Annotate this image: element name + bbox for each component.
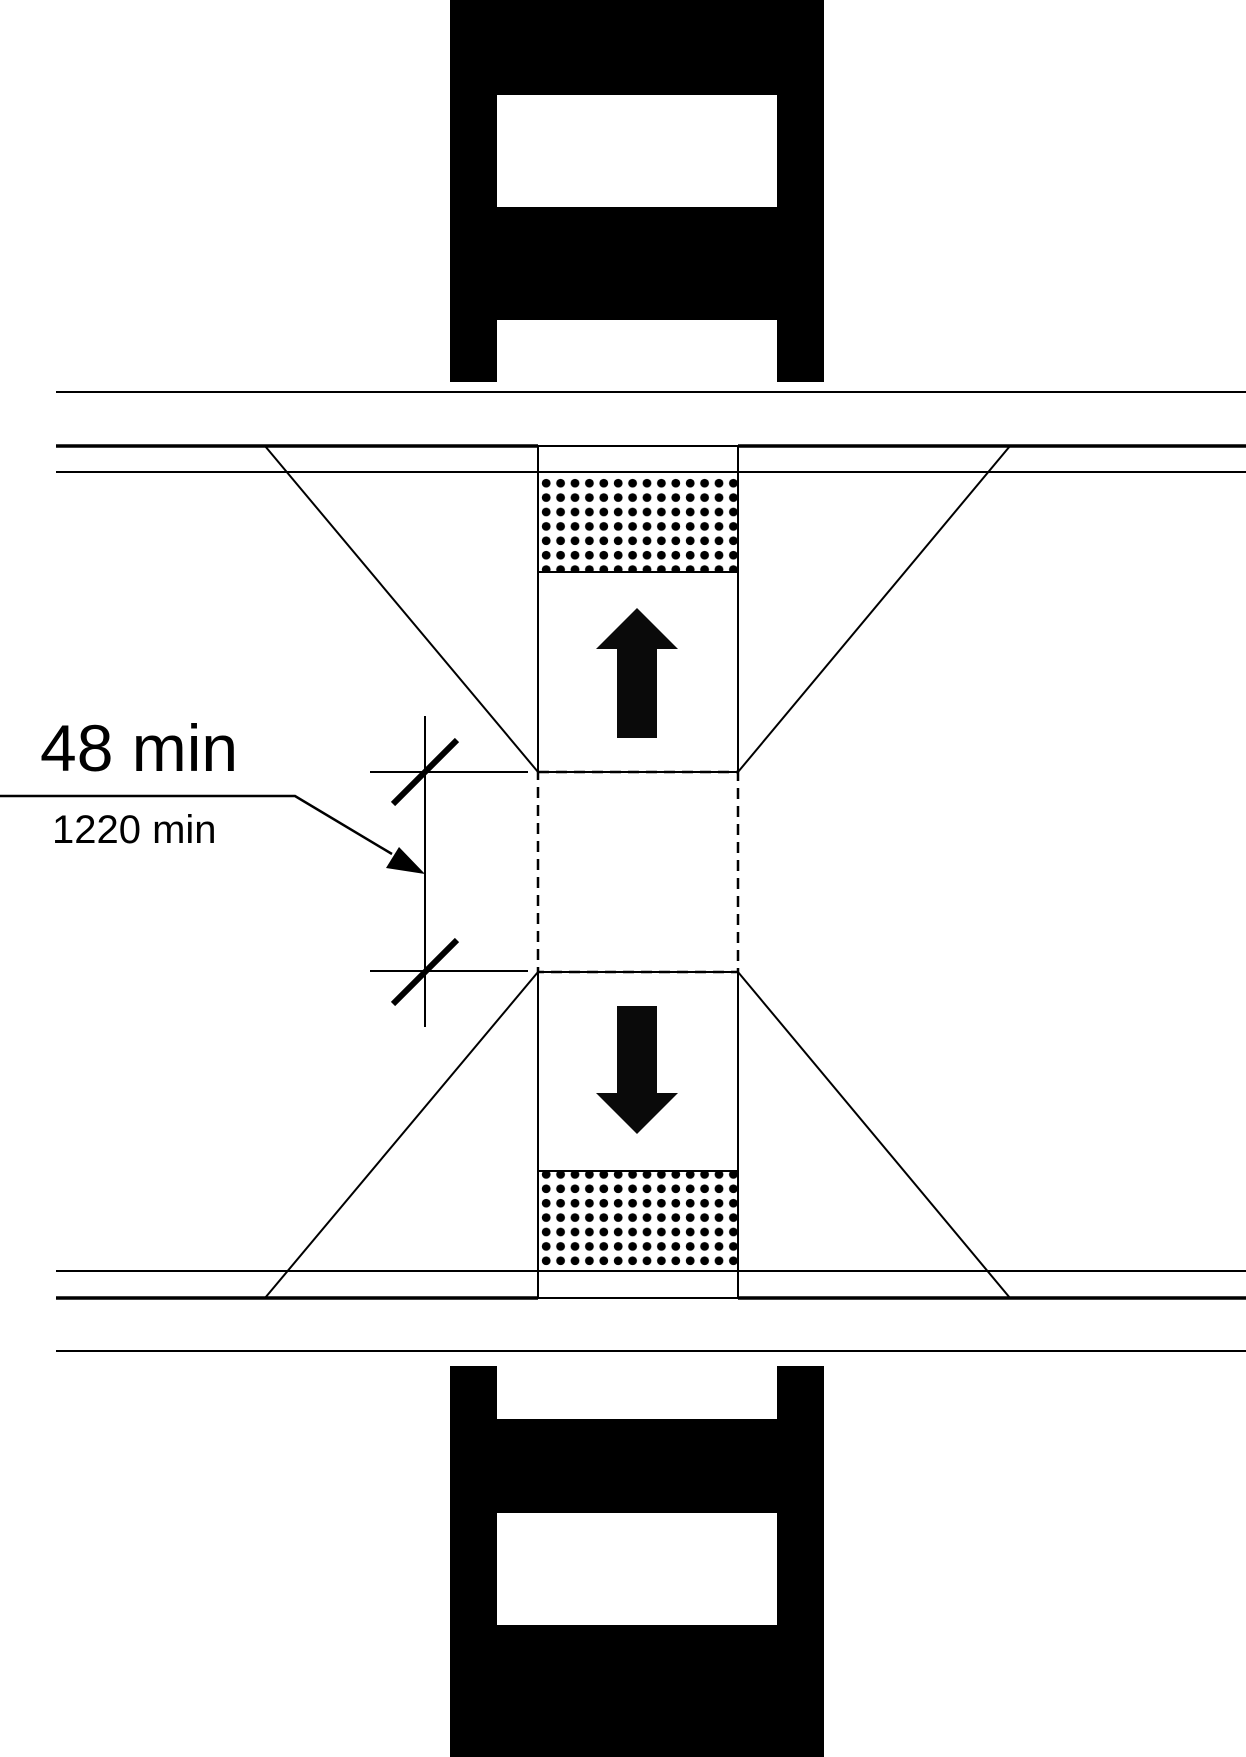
upper-left-flare (264, 445, 539, 773)
upper-right-flare (737, 445, 1011, 773)
tick-mark-bottom (390, 937, 460, 1007)
road-lines (56, 391, 1246, 1352)
arrow-up-icon (596, 608, 678, 738)
lower-detectable-warning (539, 1171, 737, 1267)
leader-arrowhead (386, 847, 425, 874)
upper-curb-ramp (537, 445, 739, 773)
dimension-label-metric: 1220 min (52, 808, 217, 852)
lower-left-flare (264, 971, 539, 1299)
vehicle-icon (450, 1366, 824, 1757)
lower-right-flare (737, 971, 1011, 1299)
dimension-label-imperial: 48 min (40, 711, 238, 785)
arrow-down-icon (596, 1006, 678, 1134)
landing-area (536, 770, 740, 974)
leader-line (0, 794, 393, 856)
upper-vehicle (450, 0, 824, 382)
lower-vehicle (450, 1366, 824, 1757)
landing-dimension (0, 716, 528, 1027)
vehicle-icon (450, 0, 824, 382)
upper-detectable-warning (539, 476, 737, 572)
curb-ramp-flares (264, 445, 1011, 1299)
lower-ramp-outline (537, 971, 739, 1299)
lower-curb-ramp (537, 971, 739, 1299)
tick-mark-top (390, 737, 460, 807)
